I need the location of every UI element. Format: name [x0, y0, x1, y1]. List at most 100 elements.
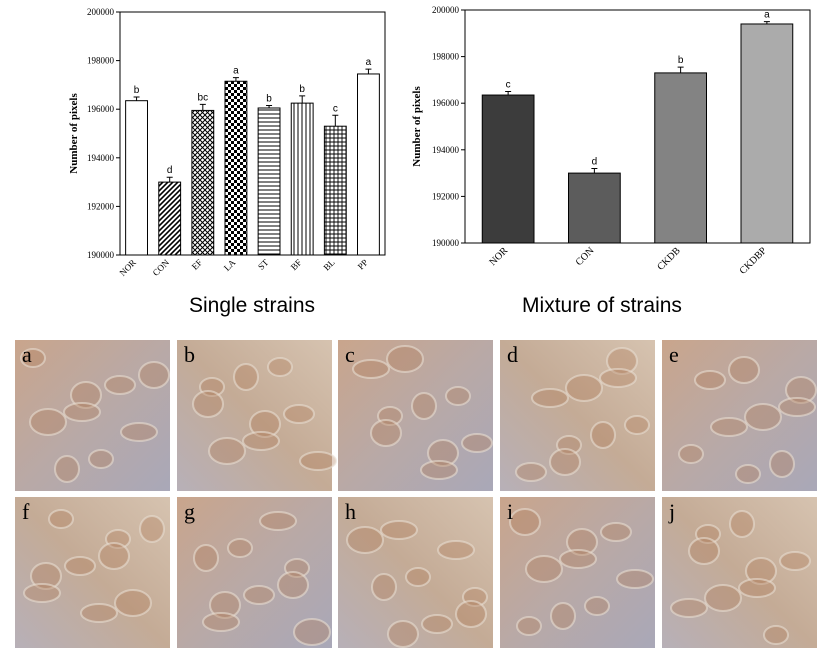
bar [158, 181, 182, 256]
crypt [208, 437, 246, 465]
crypt [606, 347, 638, 375]
crypt [565, 374, 603, 402]
crypt [192, 390, 224, 418]
y-axis-label: Number of pixels [411, 86, 423, 167]
crypt [227, 538, 253, 558]
crypt [515, 462, 547, 482]
crypt [549, 448, 581, 476]
crypt [778, 397, 816, 417]
panel-label: j [668, 499, 675, 524]
x-tick-label: NOR [117, 257, 138, 278]
crypt [370, 419, 402, 447]
crypt [380, 520, 418, 540]
y-tick-label: 194000 [432, 145, 460, 155]
significance-letter: b [266, 94, 272, 105]
bar [568, 172, 621, 244]
crypt [525, 555, 563, 583]
error-bar [266, 105, 273, 108]
crypt [293, 618, 331, 646]
y-tick-label: 200000 [432, 5, 460, 15]
micrograph [662, 497, 817, 648]
crypt [599, 368, 637, 388]
crypt [138, 361, 170, 389]
crypt [566, 528, 598, 556]
crypt [509, 508, 541, 536]
crypt [590, 421, 616, 449]
crypt [243, 585, 275, 605]
panel-label: e [669, 342, 679, 367]
bar [481, 94, 535, 244]
crypt [516, 616, 542, 636]
y-tick-label: 198000 [432, 52, 460, 62]
crypt [688, 537, 720, 565]
x-tick-label: ST [256, 257, 271, 272]
error-bar [677, 66, 684, 73]
crypt [120, 422, 158, 442]
y-tick-label: 190000 [87, 250, 115, 260]
y-axis-label: Number of pixels [68, 93, 80, 174]
crypt [670, 598, 708, 618]
crypt [616, 569, 654, 589]
crypt [769, 450, 795, 478]
crypt [600, 522, 632, 542]
panel-label: g [184, 499, 195, 524]
panel-label: a [22, 342, 32, 367]
crypt [729, 510, 755, 538]
crypt [785, 376, 817, 404]
x-tick-label: NOR [488, 245, 511, 268]
crypt [48, 509, 74, 529]
panel-label: h [345, 499, 356, 524]
crypt [54, 455, 80, 483]
crypt [20, 348, 46, 368]
crypt [437, 540, 475, 560]
y-tick-label: 198000 [87, 56, 115, 66]
significance-letter: c [333, 103, 338, 114]
error-bar [232, 77, 239, 82]
y-tick-label: 194000 [87, 153, 115, 163]
micrograph-panels: a b c d e f g h i j [15, 340, 817, 648]
crypt [70, 381, 102, 409]
panel-label: i [507, 499, 513, 524]
crypt [267, 357, 293, 377]
crypt [114, 589, 152, 617]
crypt [63, 402, 101, 422]
significance-letter: b [134, 85, 140, 96]
crypt [427, 439, 459, 467]
crypt [461, 433, 493, 453]
x-tick-label: CKDB [655, 245, 683, 273]
crypt [559, 549, 597, 569]
crypt [710, 417, 748, 437]
error-bar [763, 21, 770, 24]
bar [323, 125, 347, 256]
x-tick-label: EF [190, 257, 205, 272]
crypt [694, 370, 726, 390]
crypt [735, 464, 761, 484]
crypt [139, 515, 165, 543]
crypt [299, 451, 337, 471]
bar [224, 80, 248, 256]
error-bar [332, 114, 339, 127]
micrograph [338, 497, 493, 648]
y-tick-label: 192000 [87, 201, 115, 211]
crypt [242, 431, 280, 451]
x-tick-label: CON [151, 257, 172, 278]
crypt [88, 449, 114, 469]
crypt [283, 404, 315, 424]
crypt [745, 557, 777, 585]
crypt [29, 408, 67, 436]
bar [357, 73, 380, 256]
crypt [678, 444, 704, 464]
significance-letter: b [678, 55, 684, 66]
crypt [98, 542, 130, 570]
crypt [550, 602, 576, 630]
significance-letter: d [167, 165, 173, 176]
crypt [233, 363, 259, 391]
bar [290, 102, 314, 256]
bar [191, 109, 215, 256]
panel-label: d [507, 342, 518, 367]
crypt [23, 583, 61, 603]
significance-letter: bc [198, 92, 209, 103]
y-tick-label: 200000 [87, 7, 115, 17]
crypt [738, 578, 776, 598]
crypt [193, 544, 219, 572]
